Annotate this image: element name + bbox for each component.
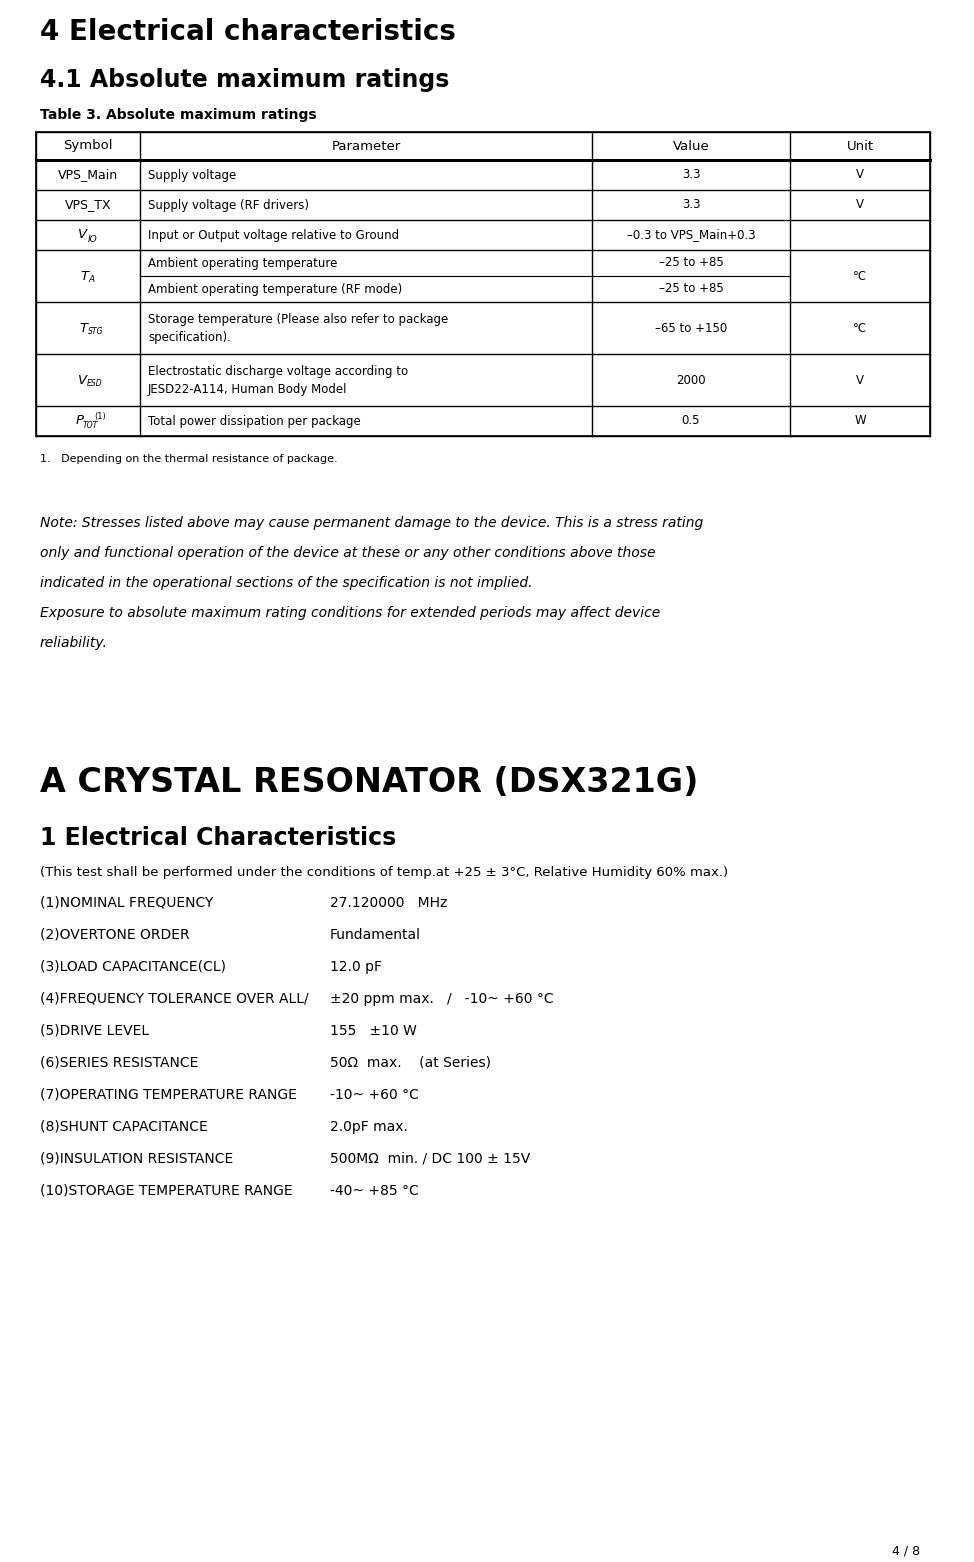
Text: 2.0pF max.: 2.0pF max. (330, 1120, 408, 1134)
Text: Parameter: Parameter (331, 139, 400, 153)
Text: Electrostatic discharge voltage according to: Electrostatic discharge voltage accordin… (148, 366, 408, 378)
Text: ESD: ESD (88, 380, 103, 389)
Text: Storage temperature (Please also refer to package: Storage temperature (Please also refer t… (148, 314, 448, 326)
Text: –25 to +85: –25 to +85 (658, 283, 724, 295)
Bar (36, 133, 930, 436)
Text: V: V (856, 198, 864, 211)
Text: VPS_Main: VPS_Main (57, 169, 118, 181)
Text: Supply voltage (RF drivers): Supply voltage (RF drivers) (148, 198, 309, 211)
Text: V: V (856, 373, 864, 386)
Text: (1)NOMINAL FREQUENCY: (1)NOMINAL FREQUENCY (40, 897, 213, 911)
Text: (6)SERIES RESISTANCE: (6)SERIES RESISTANCE (40, 1056, 199, 1070)
Text: Exposure to absolute maximum rating conditions for extended periods may affect d: Exposure to absolute maximum rating cond… (40, 606, 660, 620)
Text: 4 Electrical characteristics: 4 Electrical characteristics (40, 19, 456, 45)
Text: Supply voltage: Supply voltage (148, 169, 237, 181)
Text: JESD22-A114, Human Body Model: JESD22-A114, Human Body Model (148, 383, 348, 395)
Text: V: V (79, 228, 88, 242)
Text: (1): (1) (94, 411, 106, 420)
Text: 12.0 pF: 12.0 pF (330, 961, 382, 975)
Text: (2)OVERTONE ORDER: (2)OVERTONE ORDER (40, 928, 190, 942)
Text: STG: STG (89, 328, 103, 336)
Text: T: T (79, 322, 87, 334)
Text: 3.3: 3.3 (682, 198, 700, 211)
Text: 1 Electrical Characteristics: 1 Electrical Characteristics (40, 826, 396, 850)
Text: -40~ +85 °C: -40~ +85 °C (330, 1184, 419, 1198)
Text: 4.1 Absolute maximum ratings: 4.1 Absolute maximum ratings (40, 69, 449, 92)
Text: (8)SHUNT CAPACITANCE: (8)SHUNT CAPACITANCE (40, 1120, 207, 1134)
Text: Note: Stresses listed above may cause permanent damage to the device. This is a : Note: Stresses listed above may cause pe… (40, 515, 703, 530)
Text: 50Ω  max.    (at Series): 50Ω max. (at Series) (330, 1056, 491, 1070)
Text: Table 3. Absolute maximum ratings: Table 3. Absolute maximum ratings (40, 108, 317, 122)
Text: (5)DRIVE LEVEL: (5)DRIVE LEVEL (40, 1025, 149, 1039)
Text: 500MΩ  min. / DC 100 ± 15V: 500MΩ min. / DC 100 ± 15V (330, 1153, 530, 1165)
Text: (7)OPERATING TEMPERATURE RANGE: (7)OPERATING TEMPERATURE RANGE (40, 1089, 297, 1103)
Text: Ambient operating temperature: Ambient operating temperature (148, 256, 337, 270)
Text: 2000: 2000 (676, 373, 706, 386)
Text: A CRYSTAL RESONATOR (DSX321G): A CRYSTAL RESONATOR (DSX321G) (40, 765, 698, 800)
Text: indicated in the operational sections of the specification is not implied.: indicated in the operational sections of… (40, 576, 533, 590)
Text: Unit: Unit (846, 139, 874, 153)
Text: TOT: TOT (83, 420, 97, 430)
Text: –25 to +85: –25 to +85 (658, 256, 724, 270)
Text: 1.   Depending on the thermal resistance of package.: 1. Depending on the thermal resistance o… (40, 455, 338, 464)
Text: Ambient operating temperature (RF mode): Ambient operating temperature (RF mode) (148, 283, 402, 295)
Text: specification).: specification). (148, 331, 231, 344)
Text: Symbol: Symbol (63, 139, 113, 153)
Text: reliability.: reliability. (40, 636, 108, 650)
Text: Value: Value (673, 139, 709, 153)
Text: T: T (80, 270, 88, 283)
Text: °C: °C (853, 322, 867, 334)
Text: W: W (854, 414, 866, 428)
Text: only and functional operation of the device at these or any other conditions abo: only and functional operation of the dev… (40, 547, 656, 561)
Text: 3.3: 3.3 (682, 169, 700, 181)
Text: Total power dissipation per package: Total power dissipation per package (148, 414, 360, 428)
Text: -10~ +60 °C: -10~ +60 °C (330, 1089, 419, 1103)
Text: VPS_TX: VPS_TX (64, 198, 111, 211)
Text: °C: °C (853, 270, 867, 283)
Text: (9)INSULATION RESISTANCE: (9)INSULATION RESISTANCE (40, 1153, 233, 1165)
Text: (4)FREQUENCY TOLERANCE OVER ALL/: (4)FREQUENCY TOLERANCE OVER ALL/ (40, 992, 309, 1006)
Text: Input or Output voltage relative to Ground: Input or Output voltage relative to Grou… (148, 228, 399, 242)
Text: V: V (856, 169, 864, 181)
Text: V: V (79, 373, 88, 386)
Text: 27.120000   MHz: 27.120000 MHz (330, 897, 447, 911)
Text: (10)STORAGE TEMPERATURE RANGE: (10)STORAGE TEMPERATURE RANGE (40, 1184, 292, 1198)
Text: –0.3 to VPS_Main+0.3: –0.3 to VPS_Main+0.3 (626, 228, 755, 242)
Text: 4 / 8: 4 / 8 (892, 1545, 920, 1557)
Text: 0.5: 0.5 (682, 414, 700, 428)
Text: (This test shall be performed under the conditions of temp.at +25 ± 3°C, Relativ: (This test shall be performed under the … (40, 865, 729, 879)
Text: –65 to +150: –65 to +150 (655, 322, 728, 334)
Text: P: P (76, 414, 84, 428)
Text: 155   ±10 W: 155 ±10 W (330, 1025, 417, 1039)
Text: (3)LOAD CAPACITANCE(CL): (3)LOAD CAPACITANCE(CL) (40, 961, 226, 975)
Text: ±20 ppm max.   /   -10~ +60 °C: ±20 ppm max. / -10~ +60 °C (330, 992, 553, 1006)
Text: Fundamental: Fundamental (330, 928, 421, 942)
Text: A: A (89, 275, 95, 284)
Text: IO: IO (88, 234, 97, 244)
